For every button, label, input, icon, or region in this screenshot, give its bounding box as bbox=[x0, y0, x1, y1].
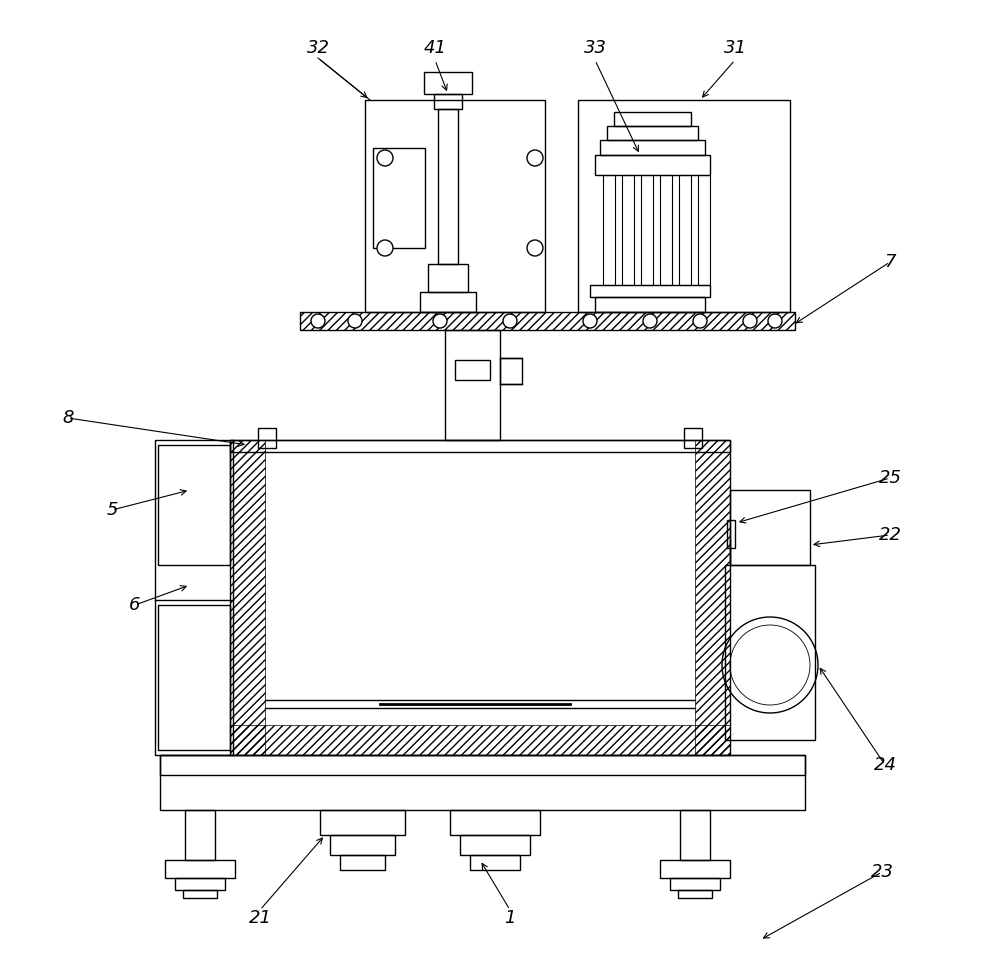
Bar bbox=[230, 440, 730, 452]
Circle shape bbox=[643, 314, 657, 328]
Bar bbox=[680, 810, 710, 860]
Circle shape bbox=[527, 150, 543, 166]
Circle shape bbox=[433, 314, 447, 328]
Bar bbox=[175, 878, 225, 890]
Bar bbox=[500, 358, 522, 384]
Circle shape bbox=[583, 314, 597, 328]
Text: 31: 31 bbox=[724, 39, 746, 57]
Text: 7: 7 bbox=[884, 253, 896, 271]
Bar bbox=[622, 175, 634, 285]
Text: 6: 6 bbox=[129, 596, 141, 614]
Circle shape bbox=[311, 314, 325, 328]
Bar bbox=[725, 565, 815, 740]
Bar bbox=[670, 878, 720, 890]
Bar bbox=[641, 175, 653, 285]
Bar bbox=[678, 890, 712, 898]
Bar bbox=[185, 810, 215, 860]
Bar bbox=[434, 94, 462, 109]
Bar bbox=[727, 520, 735, 548]
Circle shape bbox=[377, 150, 393, 166]
Bar bbox=[614, 112, 691, 126]
Bar bbox=[684, 428, 702, 448]
Bar bbox=[679, 175, 691, 285]
Bar bbox=[470, 855, 520, 870]
Bar bbox=[183, 890, 217, 898]
Bar bbox=[428, 264, 468, 292]
Text: 5: 5 bbox=[106, 501, 118, 519]
Bar bbox=[450, 810, 540, 835]
Bar bbox=[607, 126, 698, 140]
Bar bbox=[730, 490, 810, 565]
Circle shape bbox=[348, 314, 362, 328]
Bar bbox=[320, 810, 405, 835]
Text: 32: 32 bbox=[306, 39, 330, 57]
Bar bbox=[660, 175, 672, 285]
Circle shape bbox=[527, 240, 543, 256]
Bar bbox=[595, 155, 710, 175]
Bar bbox=[258, 428, 276, 448]
Bar bbox=[230, 440, 265, 755]
Bar bbox=[438, 109, 458, 264]
Bar bbox=[455, 360, 490, 380]
Bar bbox=[600, 140, 705, 155]
Bar bbox=[578, 100, 790, 312]
Text: 25: 25 bbox=[879, 469, 902, 487]
Text: 22: 22 bbox=[879, 526, 902, 544]
Bar bbox=[160, 755, 805, 775]
Text: 41: 41 bbox=[424, 39, 446, 57]
Bar bbox=[698, 175, 710, 285]
Text: 21: 21 bbox=[248, 909, 272, 927]
Bar bbox=[165, 860, 235, 878]
Bar bbox=[660, 860, 730, 878]
Bar bbox=[603, 175, 615, 285]
Text: 1: 1 bbox=[504, 909, 516, 927]
Bar bbox=[230, 725, 730, 755]
Bar bbox=[300, 312, 795, 330]
Bar bbox=[365, 100, 545, 312]
Circle shape bbox=[693, 314, 707, 328]
Text: 24: 24 bbox=[874, 756, 896, 774]
Bar bbox=[155, 440, 233, 755]
Circle shape bbox=[377, 240, 393, 256]
Bar bbox=[340, 855, 385, 870]
Text: 33: 33 bbox=[584, 39, 606, 57]
Bar bbox=[160, 755, 805, 810]
Bar bbox=[595, 297, 705, 312]
Circle shape bbox=[503, 314, 517, 328]
Bar bbox=[445, 330, 500, 440]
Bar bbox=[158, 445, 230, 565]
Bar bbox=[424, 72, 472, 94]
Bar bbox=[230, 440, 730, 755]
Bar bbox=[420, 292, 476, 312]
Text: 23: 23 bbox=[870, 863, 894, 881]
Bar bbox=[300, 312, 795, 330]
Bar bbox=[695, 440, 730, 755]
Bar bbox=[373, 148, 425, 248]
Bar bbox=[330, 835, 395, 855]
Bar bbox=[158, 605, 230, 750]
Circle shape bbox=[743, 314, 757, 328]
Circle shape bbox=[768, 314, 782, 328]
Bar bbox=[590, 285, 710, 297]
Bar bbox=[460, 835, 530, 855]
Text: 8: 8 bbox=[62, 409, 74, 427]
